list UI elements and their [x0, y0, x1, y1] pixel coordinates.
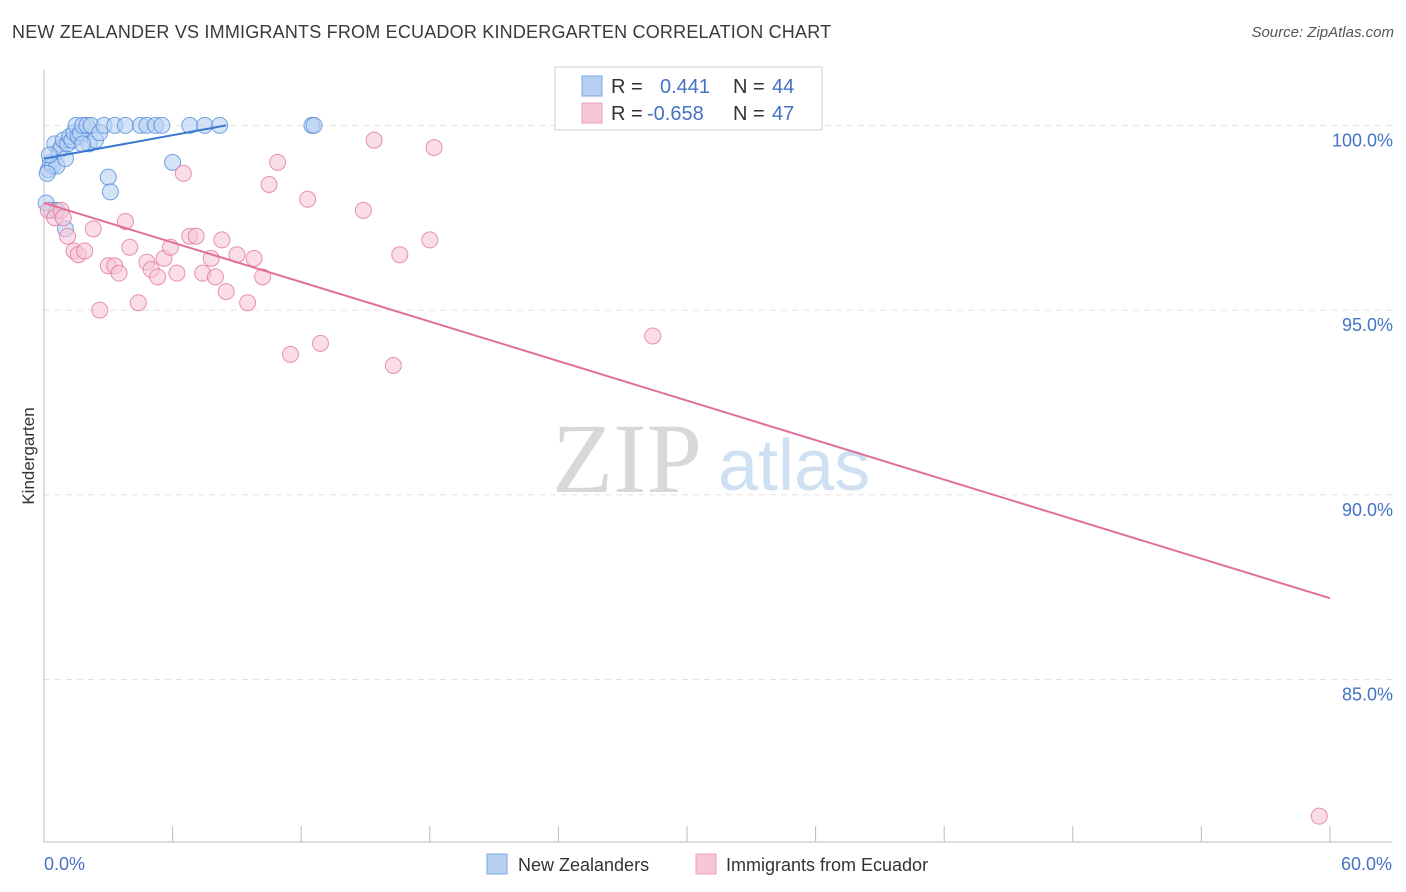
legend-swatch-pink: [581, 102, 603, 124]
x-tick-label-min: 0.0%: [44, 854, 85, 874]
data-point: [213, 231, 231, 249]
data-point: [54, 209, 72, 227]
gridlines: [44, 124, 1392, 680]
watermark: ZIP atlas: [552, 403, 870, 514]
legend-n-value-2: 47: [772, 103, 794, 125]
data-point: [217, 283, 235, 301]
data-point: [187, 227, 205, 245]
chart-title: NEW ZEALANDER VS IMMIGRANTS FROM ECUADOR…: [12, 22, 832, 42]
legend-r-label-2: R =: [611, 103, 643, 125]
legend-n-label-1: N =: [733, 76, 765, 98]
bottom-legend-swatch-blue: [486, 853, 508, 875]
data-point: [354, 201, 372, 219]
y-tick-labels: 85.0% 90.0% 95.0% 100.0%: [1332, 130, 1393, 704]
data-point: [425, 139, 443, 157]
data-point: [84, 220, 102, 238]
series-immigrants-from-ecuador: [39, 131, 1328, 825]
data-point: [644, 327, 662, 345]
data-point: [110, 264, 128, 282]
y-tick-label: 85.0%: [1342, 684, 1393, 704]
data-point: [421, 231, 439, 249]
data-point: [59, 227, 77, 245]
data-point: [269, 153, 287, 171]
data-point: [239, 294, 257, 312]
data-point: [211, 116, 229, 134]
data-point: [168, 264, 186, 282]
data-point: [254, 268, 272, 286]
y-tick-label: 95.0%: [1342, 315, 1393, 335]
data-point: [76, 242, 94, 260]
data-point: [153, 116, 171, 134]
source-credit: Source: ZipAtlas.com: [1251, 24, 1394, 41]
watermark-atlas: atlas: [718, 426, 870, 506]
data-point: [202, 249, 220, 267]
data-point: [116, 212, 134, 230]
y-tick-label: 100.0%: [1332, 130, 1393, 150]
watermark-zip: ZIP: [552, 403, 702, 514]
data-point: [91, 301, 109, 319]
data-point: [164, 153, 182, 171]
legend-r-value-1: 0.441: [660, 76, 710, 98]
data-point: [305, 116, 323, 134]
trend-lines: [43, 124, 1331, 600]
y-axis-label: Kindergarten: [19, 407, 38, 504]
stats-legend: R = 0.441 N = 44 R = -0.658 N = 47: [554, 66, 823, 131]
data-point: [149, 268, 167, 286]
x-tick-labels: 0.0% 60.0%: [44, 854, 1392, 874]
legend-n-label-2: N =: [733, 103, 765, 125]
axes: [43, 70, 1392, 843]
data-point: [116, 116, 134, 134]
data-point: [391, 246, 409, 264]
data-point: [281, 345, 299, 363]
bottom-legend-new-zealanders: New Zealanders: [518, 855, 649, 875]
data-point: [260, 176, 278, 194]
data-point: [99, 168, 117, 186]
y-tick-label: 90.0%: [1342, 500, 1393, 520]
legend-n-value-1: 44: [772, 76, 794, 98]
x-tick-label-max: 60.0%: [1341, 854, 1392, 874]
data-point: [101, 183, 119, 201]
trend-line-immigrants-from-ecuador: [43, 202, 1331, 600]
data-point: [129, 294, 147, 312]
data-point: [365, 131, 383, 149]
legend-r-value-2: -0.658: [647, 103, 704, 125]
data-point: [1310, 807, 1328, 825]
data-point: [174, 164, 192, 182]
series-legend: New Zealanders Immigrants from Ecuador: [486, 853, 928, 875]
bottom-legend-swatch-pink: [695, 853, 717, 875]
legend-swatch-blue: [581, 75, 603, 97]
legend-r-label-1: R =: [611, 76, 643, 98]
data-point: [40, 146, 58, 164]
data-point: [384, 357, 402, 375]
data-point: [74, 135, 92, 153]
data-point: [121, 238, 139, 256]
data-point: [38, 164, 56, 182]
bottom-legend-immigrants-from-ecuador: Immigrants from Ecuador: [726, 855, 928, 875]
data-point: [245, 249, 263, 267]
data-point: [206, 268, 224, 286]
data-point: [311, 334, 329, 352]
data-point: [299, 190, 317, 208]
trend-line-new-zealanders: [43, 124, 227, 160]
